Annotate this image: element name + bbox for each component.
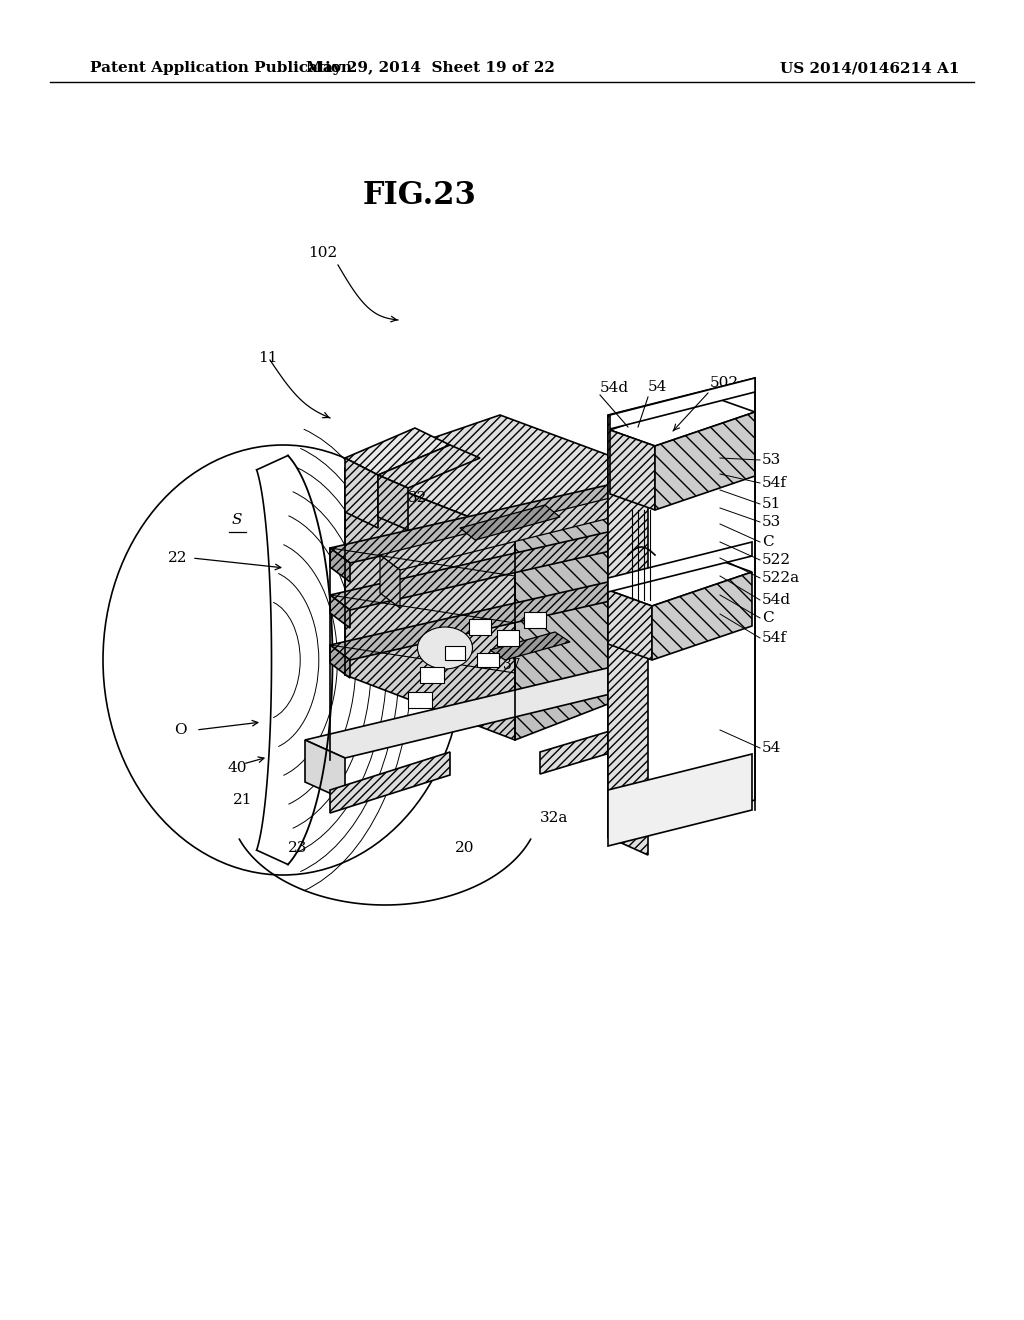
Text: US 2014/0146214 A1: US 2014/0146214 A1 bbox=[780, 61, 959, 75]
Text: 41: 41 bbox=[410, 693, 427, 708]
Text: May 29, 2014  Sheet 19 of 22: May 29, 2014 Sheet 19 of 22 bbox=[305, 61, 554, 75]
Polygon shape bbox=[330, 752, 450, 813]
Polygon shape bbox=[330, 548, 350, 582]
Text: S: S bbox=[231, 513, 243, 527]
Text: 502: 502 bbox=[710, 376, 739, 389]
Bar bbox=[477, 653, 499, 667]
Text: 20: 20 bbox=[455, 841, 474, 855]
Text: 11: 11 bbox=[258, 351, 278, 366]
Polygon shape bbox=[608, 378, 755, 837]
Polygon shape bbox=[540, 729, 620, 774]
Polygon shape bbox=[330, 577, 650, 660]
Text: 44: 44 bbox=[477, 653, 495, 668]
Polygon shape bbox=[305, 741, 345, 800]
Polygon shape bbox=[378, 445, 480, 488]
Text: 47: 47 bbox=[524, 615, 542, 630]
Text: 53: 53 bbox=[762, 515, 781, 529]
Text: Patent Application Publication: Patent Application Publication bbox=[90, 61, 352, 75]
Text: 54: 54 bbox=[762, 741, 781, 755]
Polygon shape bbox=[515, 478, 670, 741]
Text: 522: 522 bbox=[762, 553, 792, 568]
Text: 51: 51 bbox=[762, 498, 781, 511]
Text: 53: 53 bbox=[762, 453, 781, 467]
Bar bbox=[497, 630, 519, 645]
Polygon shape bbox=[345, 469, 515, 741]
Text: FIG.23: FIG.23 bbox=[364, 180, 477, 210]
Polygon shape bbox=[330, 595, 350, 628]
Polygon shape bbox=[378, 475, 408, 531]
Text: 54f: 54f bbox=[762, 631, 787, 645]
Text: 32: 32 bbox=[408, 491, 427, 506]
Text: 54: 54 bbox=[648, 380, 668, 393]
Bar bbox=[445, 645, 465, 660]
Ellipse shape bbox=[418, 627, 472, 669]
Text: 22: 22 bbox=[168, 550, 187, 565]
Bar bbox=[524, 612, 546, 628]
Polygon shape bbox=[380, 498, 630, 570]
Text: 21: 21 bbox=[233, 793, 253, 807]
Polygon shape bbox=[460, 506, 560, 540]
Polygon shape bbox=[330, 645, 350, 678]
Polygon shape bbox=[305, 665, 660, 758]
Polygon shape bbox=[608, 590, 652, 660]
Polygon shape bbox=[608, 556, 752, 606]
Text: C: C bbox=[762, 535, 773, 549]
Text: 32a: 32a bbox=[540, 810, 568, 825]
Text: 23: 23 bbox=[288, 841, 307, 855]
Text: 54d: 54d bbox=[600, 381, 629, 395]
Text: 54d: 54d bbox=[762, 593, 792, 607]
Polygon shape bbox=[608, 414, 648, 855]
Text: O: O bbox=[174, 723, 186, 737]
Text: 43: 43 bbox=[443, 647, 461, 661]
Bar bbox=[469, 619, 490, 635]
Polygon shape bbox=[610, 378, 755, 429]
Polygon shape bbox=[652, 572, 752, 660]
Text: 37: 37 bbox=[474, 528, 492, 543]
Polygon shape bbox=[608, 754, 752, 846]
Text: 45: 45 bbox=[469, 620, 486, 635]
Text: 40: 40 bbox=[227, 762, 247, 775]
Polygon shape bbox=[380, 554, 400, 609]
Text: 46: 46 bbox=[499, 634, 516, 647]
Polygon shape bbox=[330, 527, 650, 610]
Bar bbox=[408, 692, 432, 708]
Text: 54f: 54f bbox=[762, 477, 787, 490]
Polygon shape bbox=[330, 480, 650, 564]
Bar bbox=[420, 667, 444, 682]
Text: 37: 37 bbox=[503, 657, 521, 672]
Polygon shape bbox=[345, 458, 378, 528]
Polygon shape bbox=[345, 428, 450, 475]
Polygon shape bbox=[490, 632, 570, 660]
Polygon shape bbox=[345, 414, 670, 535]
Ellipse shape bbox=[103, 445, 463, 875]
Text: 102: 102 bbox=[308, 246, 337, 260]
Text: C: C bbox=[762, 611, 773, 624]
Polygon shape bbox=[610, 396, 755, 446]
Polygon shape bbox=[608, 543, 752, 591]
Text: 30: 30 bbox=[372, 471, 391, 484]
Text: 522a: 522a bbox=[762, 572, 800, 585]
Text: 42: 42 bbox=[421, 669, 439, 682]
Polygon shape bbox=[610, 430, 655, 510]
Polygon shape bbox=[655, 412, 755, 510]
